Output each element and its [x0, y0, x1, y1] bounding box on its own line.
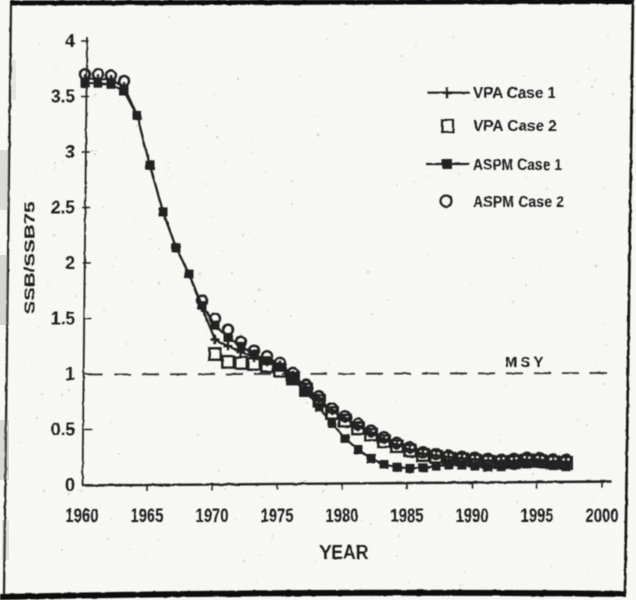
svg-text:1990: 1990: [456, 506, 489, 527]
svg-text:MSY: MSY: [505, 354, 547, 371]
svg-text:1975: 1975: [261, 506, 294, 527]
svg-text:4: 4: [65, 31, 75, 51]
svg-text:1: 1: [65, 364, 75, 384]
svg-text:2: 2: [65, 253, 75, 273]
svg-text:0: 0: [65, 475, 75, 495]
svg-text:VPA Case 1: VPA Case 1: [473, 85, 556, 102]
svg-text:ASPM Case 1: ASPM Case 1: [473, 157, 562, 174]
svg-text:VPA Case 2: VPA Case 2: [473, 118, 557, 135]
svg-text:0.5: 0.5: [51, 420, 75, 440]
svg-text:1965: 1965: [131, 506, 164, 527]
svg-text:YEAR: YEAR: [320, 542, 369, 564]
svg-text:3.5: 3.5: [51, 87, 75, 107]
svg-text:1.5: 1.5: [51, 309, 75, 329]
svg-text:2.5: 2.5: [51, 198, 75, 218]
svg-text:2000: 2000: [586, 506, 619, 527]
svg-text:1960: 1960: [66, 506, 99, 527]
svg-text:ASPM Case 2: ASPM Case 2: [473, 194, 564, 211]
svg-text:1995: 1995: [521, 506, 554, 527]
svg-text:1970: 1970: [196, 506, 229, 527]
svg-text:SSB/SSB75: SSB/SSB75: [22, 202, 39, 315]
svg-text:1985: 1985: [391, 506, 424, 527]
svg-text:3: 3: [65, 142, 75, 162]
svg-text:1980: 1980: [326, 506, 359, 527]
